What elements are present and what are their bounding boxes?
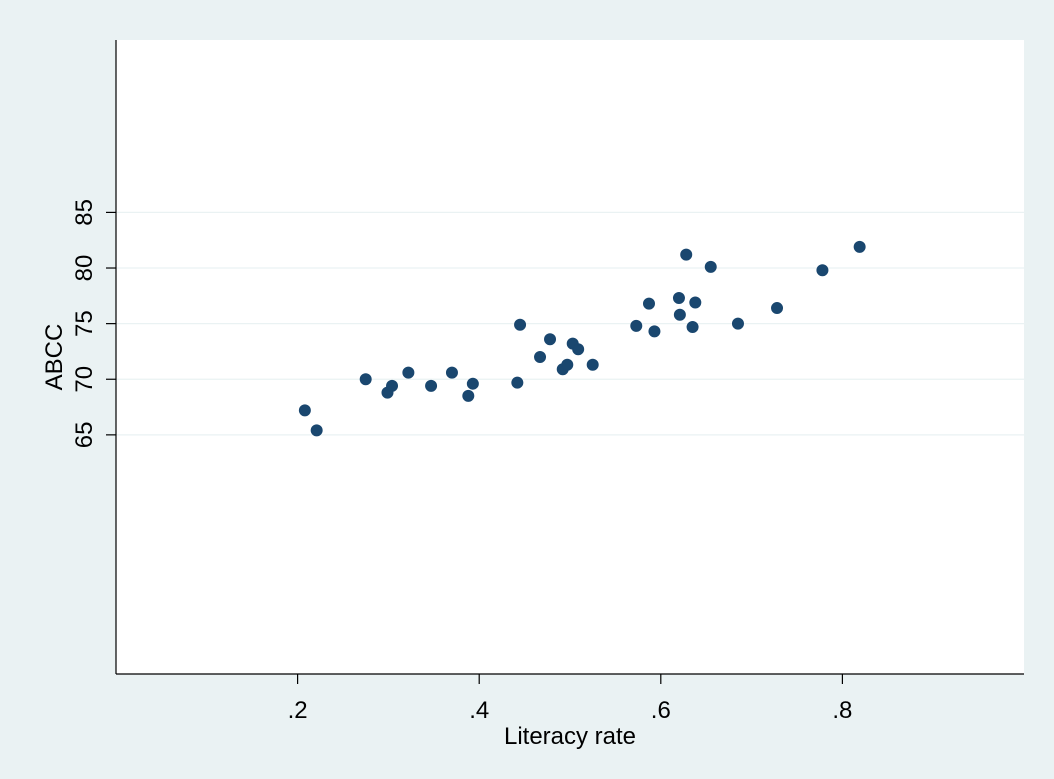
scatter-point xyxy=(673,308,686,321)
scatter-point xyxy=(534,351,547,363)
y-tick-label: 85 xyxy=(71,199,98,226)
scatter-point xyxy=(731,317,744,330)
scatter-point xyxy=(561,358,574,371)
axes: .2 .4 .6 .8 65 70 75 80 85 xyxy=(71,40,1024,724)
data-points xyxy=(298,240,866,437)
scatter-point xyxy=(648,325,661,338)
y-tick-label: 70 xyxy=(71,366,98,393)
scatter-point xyxy=(514,318,527,331)
x-tick-label: .4 xyxy=(469,697,489,724)
scatter-point xyxy=(386,379,399,392)
scatter-point xyxy=(402,366,415,379)
scatter-point xyxy=(511,376,524,389)
x-tick-label: .8 xyxy=(832,697,852,724)
x-axis-label: Literacy rate xyxy=(504,723,636,750)
scatter-point xyxy=(466,377,479,390)
y-tick-label: 65 xyxy=(71,422,98,449)
scatter-point xyxy=(462,389,475,402)
scatter-point xyxy=(686,320,699,333)
scatter-point xyxy=(771,302,784,315)
scatter-point xyxy=(630,319,643,332)
y-tick-label: 80 xyxy=(71,255,98,282)
scatter-point xyxy=(680,248,693,261)
scatter-point xyxy=(672,292,685,305)
scatter-point xyxy=(689,296,702,309)
scatter-point xyxy=(853,240,866,253)
scatter-point xyxy=(642,297,655,310)
scatter-point xyxy=(310,424,323,437)
scatter-point xyxy=(816,264,829,277)
scatter-point xyxy=(445,366,458,379)
gridlines xyxy=(116,211,1024,436)
y-tick-label: 75 xyxy=(71,310,98,337)
plot-area xyxy=(116,40,1024,674)
x-tick-label: .6 xyxy=(651,697,671,724)
scatter-point xyxy=(544,333,557,346)
y-axis-label: ABCC xyxy=(41,324,68,391)
scatter-point xyxy=(704,260,717,273)
scatter-point xyxy=(298,404,311,417)
scatter-point xyxy=(586,358,599,371)
scatter-point xyxy=(572,343,585,356)
x-tick-label: .2 xyxy=(288,697,308,724)
scatter-point xyxy=(359,373,372,386)
scatter-point xyxy=(425,379,438,392)
